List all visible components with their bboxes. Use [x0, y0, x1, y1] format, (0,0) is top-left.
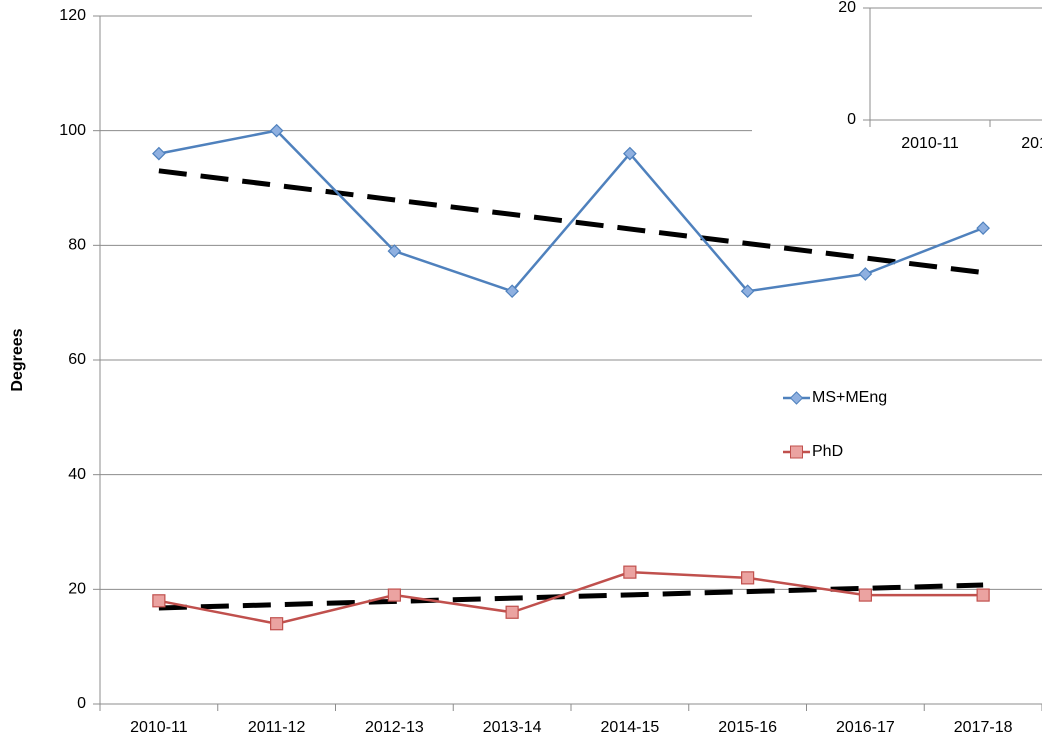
legend-label: PhD [812, 443, 843, 460]
marker [976, 221, 990, 235]
y-tick-label: 20 [838, 0, 856, 16]
marker [623, 565, 637, 579]
x-tick-label: 2013-14 [483, 719, 542, 736]
marker [505, 605, 519, 619]
x-tick-label: 2010-11 [901, 135, 959, 152]
y-tick-label: 60 [68, 351, 86, 368]
marker [976, 588, 990, 602]
y-axis-label: Degrees [9, 328, 26, 391]
marker [269, 123, 284, 138]
series-line [158, 129, 984, 293]
marker [740, 284, 755, 299]
x-tick-label: 2014-15 [601, 719, 660, 736]
main-chart: 0 20 40 60 80 100 120 2010-11 2011-12 2012-13 2013… [9, 7, 1042, 736]
marker [152, 146, 166, 161]
marker [505, 284, 519, 299]
y-tick-label: 120 [59, 7, 86, 24]
marker [387, 588, 401, 602]
series-line [158, 570, 984, 626]
inset-background [752, 0, 1042, 155]
inset-chart: 0 20 2010-11 2011-12 [752, 0, 1042, 155]
x-tick-label: 2017-18 [954, 719, 1013, 736]
legend-marker [789, 391, 804, 405]
legend-label: MS+MEng [812, 389, 887, 406]
y-tick-label: 100 [59, 122, 86, 139]
y-tick-label: 40 [68, 466, 86, 483]
x-tick-label: 2016-17 [836, 719, 895, 736]
marker [741, 571, 755, 585]
legend-marker [790, 445, 803, 459]
trendline [158, 582, 984, 611]
marker [270, 617, 284, 631]
marker [623, 146, 637, 161]
x-tick-label: 2015-16 [718, 719, 777, 736]
trendline [158, 168, 984, 276]
marker [858, 267, 873, 281]
x-tick-label: 2011-12 [1021, 135, 1042, 152]
x-tick-label: 2011-12 [248, 719, 306, 736]
x-tick-label: 2010-11 [130, 719, 188, 736]
y-tick-label: 20 [68, 581, 86, 598]
marker [858, 588, 872, 602]
y-tick-label: 0 [77, 695, 86, 712]
y-tick-label: 0 [847, 111, 856, 128]
y-tick-label: 80 [68, 237, 86, 254]
marker [152, 594, 166, 608]
x-tick-label: 2012-13 [365, 719, 424, 736]
marker [387, 244, 402, 258]
